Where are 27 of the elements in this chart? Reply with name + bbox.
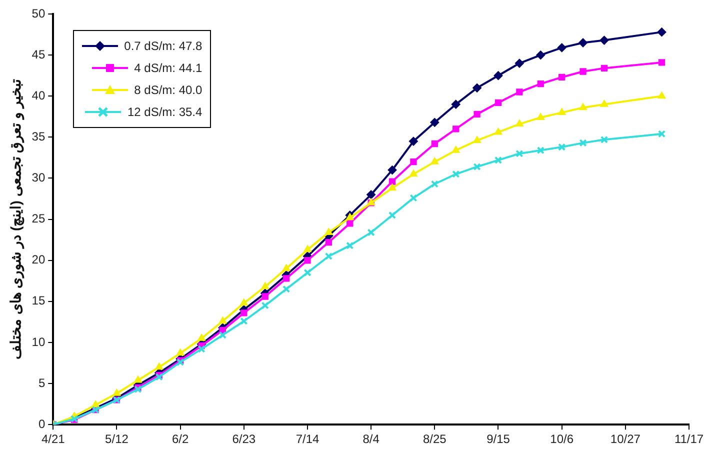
y-tick-label: 25 bbox=[32, 212, 46, 226]
x-tick-label: 9/15 bbox=[486, 432, 510, 446]
x-tick-label: 10/6 bbox=[550, 432, 574, 446]
y-axis-title: تبخیر و تعرق تجمعی (اینچ) در شوری های مختلف bbox=[7, 79, 24, 360]
y-tick-label: 0 bbox=[38, 416, 46, 431]
legend-label: 4 dS/m: 44.1 bbox=[134, 61, 202, 75]
y-tick-label: 45 bbox=[32, 47, 46, 62]
x-tick-label: 7/14 bbox=[296, 432, 320, 446]
y-tick-label: 30 bbox=[32, 170, 46, 185]
y-tick-label: 10 bbox=[32, 334, 46, 349]
y-tick-label: 15 bbox=[32, 294, 46, 308]
x-tick-label: 11/17 bbox=[674, 432, 704, 446]
y-tick-label: 50 bbox=[32, 6, 46, 20]
x-tick-label: 6/23 bbox=[232, 432, 256, 446]
x-tick-label: 4/21 bbox=[41, 432, 66, 446]
x-tick-label: 5/12 bbox=[105, 432, 129, 446]
x-tick-label: 8/4 bbox=[362, 432, 380, 446]
legend-label: 12 dS/m: 35.4 bbox=[127, 105, 202, 119]
x-tick-label: 8/25 bbox=[422, 432, 447, 446]
x-tick-label: 10/27 bbox=[610, 432, 641, 446]
y-tick-label: 40 bbox=[32, 88, 46, 102]
y-tick-label: 5 bbox=[38, 376, 46, 390]
legend-label: 8 dS/m: 40.0 bbox=[134, 83, 202, 97]
legend-label: 0.7 dS/m: 47.8 bbox=[124, 39, 202, 53]
y-tick-label: 20 bbox=[32, 252, 46, 267]
x-tick-label: 6/2 bbox=[172, 432, 189, 446]
y-tick-label: 35 bbox=[32, 129, 46, 144]
